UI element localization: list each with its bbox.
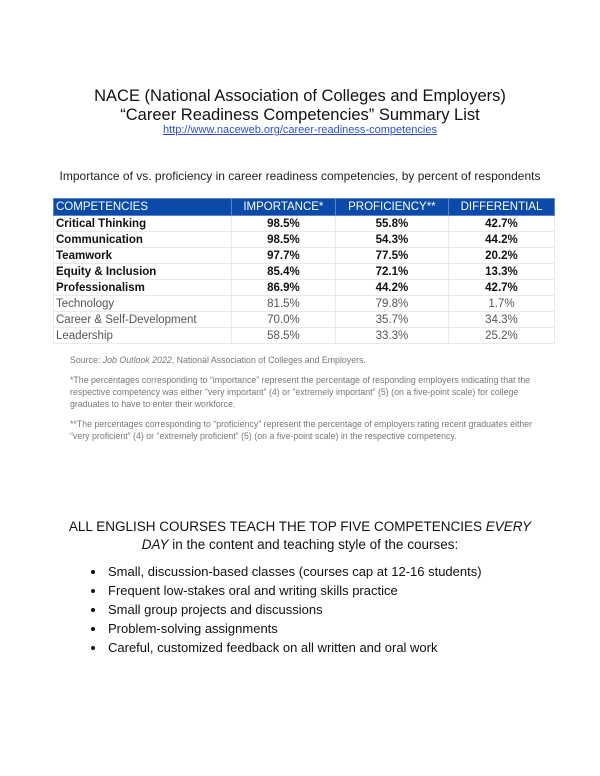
page-title-line1: NACE (National Association of Colleges a…: [94, 87, 506, 105]
courses-bullet-list: Small, discussion-based classes (courses…: [86, 562, 540, 657]
competency-cell: Communication: [53, 231, 232, 248]
proficiency-cell: 54.3%: [334, 231, 449, 248]
differential-cell: 42.7%: [447, 279, 556, 296]
source-prefix: Source:: [70, 355, 103, 365]
proficiency-cell: 55.8%: [334, 215, 449, 232]
importance-cell: 98.5%: [230, 231, 336, 248]
courses-heading: ALL ENGLISH COURSES TEACH THE TOP FIVE C…: [60, 518, 540, 554]
col-header: COMPETENCIES: [53, 198, 232, 216]
table-row: Critical Thinking 98.5% 55.8% 42.7%: [53, 215, 556, 232]
list-item: Frequent low-stakes oral and writing ski…: [106, 581, 540, 600]
heading-emphasis: EVERY DAY: [141, 519, 532, 552]
proficiency-cell: 79.8%: [334, 295, 449, 312]
table-row: Leadership 58.5% 33.3% 25.2%: [53, 327, 556, 344]
table-row: Communication 98.5% 54.3% 44.2%: [53, 231, 556, 248]
table-row: Career & Self-Development 70.0% 35.7% 34.3%: [53, 311, 556, 328]
list-item: Problem-solving assignments: [106, 619, 540, 638]
importance-cell: 86.9%: [230, 279, 336, 296]
differential-cell: 25.2%: [447, 327, 556, 344]
differential-cell: 20.2%: [447, 247, 556, 264]
list-item: Small, discussion-based classes (courses…: [106, 562, 540, 581]
competency-cell: Leadership: [53, 327, 232, 344]
proficiency-footnote: **The percentages corresponding to “prof…: [70, 419, 533, 441]
source-note: Source: Job Outlook 2022, National Assoc…: [70, 354, 545, 366]
competency-cell: Career & Self-Development: [53, 311, 232, 328]
list-item: Careful, customized feedback on all writ…: [106, 638, 540, 657]
col-header: DIFFERENTIAL: [447, 198, 556, 216]
differential-cell: 44.2%: [447, 231, 556, 248]
col-header: IMPORTANCE*: [230, 198, 336, 216]
heading-part: in the content and teaching style of the…: [168, 537, 459, 552]
table-header-row: COMPETENCIES IMPORTANCE* PROFICIENCY** D…: [53, 198, 556, 216]
table-row: Equity & Inclusion 85.4% 72.1% 13.3%: [53, 263, 556, 280]
table-caption: Importance of vs. proficiency in career …: [59, 169, 541, 183]
table-row: Technology 81.5% 79.8% 1.7%: [53, 295, 556, 312]
importance-cell: 58.5%: [230, 327, 336, 344]
importance-cell: 97.7%: [230, 247, 336, 264]
page-title-line2: “Career Readiness Competencies” Summary …: [120, 106, 480, 124]
importance-cell: 98.5%: [230, 215, 336, 232]
nace-link[interactable]: http://www.naceweb.org/career-readiness-…: [163, 124, 437, 136]
competency-cell: Critical Thinking: [53, 215, 232, 232]
competency-cell: Teamwork: [53, 247, 232, 264]
importance-cell: 81.5%: [230, 295, 336, 312]
table-row: Teamwork 97.7% 77.5% 20.2%: [53, 247, 556, 264]
importance-cell: 85.4%: [230, 263, 336, 280]
notes-section: Source: Job Outlook 2022, National Assoc…: [70, 354, 545, 450]
courses-section: ALL ENGLISH COURSES TEACH THE TOP FIVE C…: [60, 518, 540, 657]
proficiency-cell: 72.1%: [334, 263, 449, 280]
importance-cell: 70.0%: [230, 311, 336, 328]
competencies-table: COMPETENCIES IMPORTANCE* PROFICIENCY** D…: [53, 198, 556, 344]
proficiency-cell: 35.7%: [334, 311, 449, 328]
proficiency-cell: 44.2%: [334, 279, 449, 296]
table-row: Professionalism 86.9% 44.2% 42.7%: [53, 279, 556, 296]
competency-cell: Technology: [53, 295, 232, 312]
differential-cell: 34.3%: [447, 311, 556, 328]
list-item: Small group projects and discussions: [106, 600, 540, 619]
source-title: Job Outlook 2022: [102, 355, 172, 365]
competency-cell: Professionalism: [53, 279, 232, 296]
col-header: PROFICIENCY**: [334, 198, 449, 216]
proficiency-cell: 77.5%: [334, 247, 449, 264]
differential-cell: 1.7%: [447, 295, 556, 312]
differential-cell: 13.3%: [447, 263, 556, 280]
heading-part: ALL ENGLISH COURSES TEACH THE TOP FIVE C…: [68, 519, 486, 534]
competency-cell: Equity & Inclusion: [53, 263, 232, 280]
proficiency-cell: 33.3%: [334, 327, 449, 344]
importance-footnote: *The percentages corresponding to “impor…: [70, 375, 531, 409]
differential-cell: 42.7%: [447, 215, 556, 232]
source-suffix: , National Association of Colleges and E…: [171, 355, 366, 365]
